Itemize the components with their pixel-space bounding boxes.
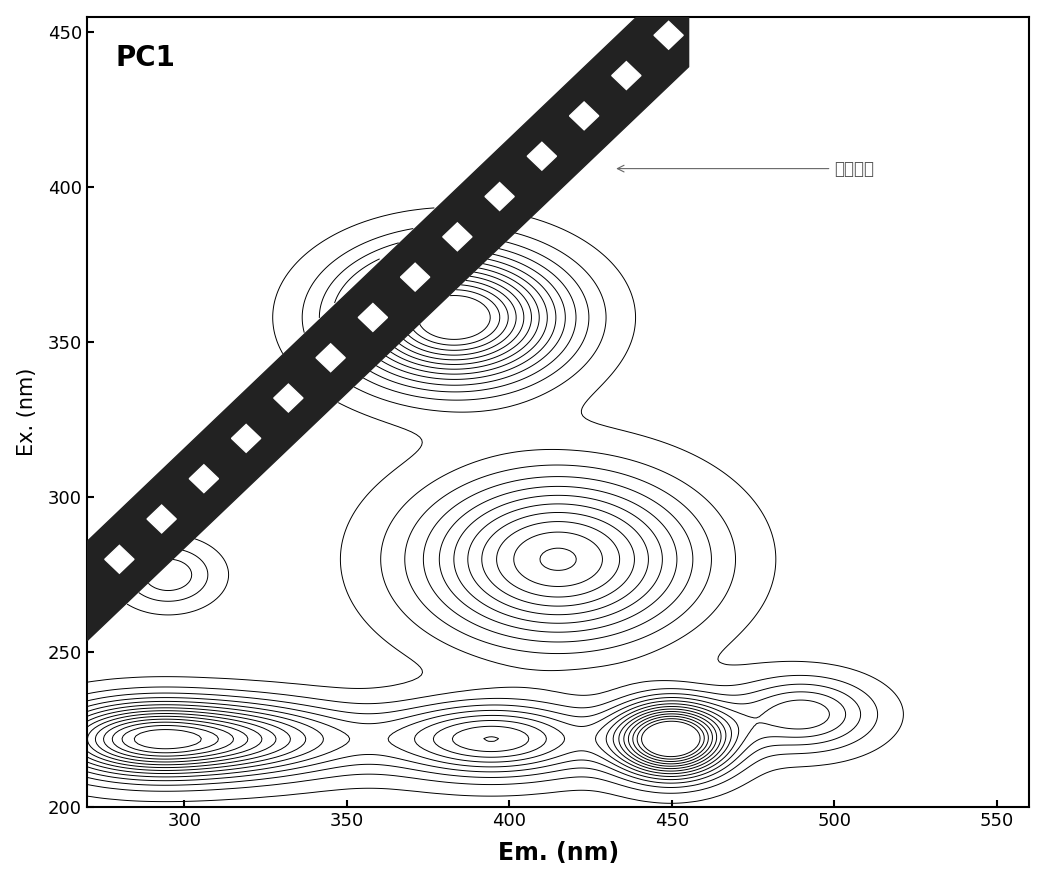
Text: 瑞利散射: 瑞利散射 (617, 160, 874, 177)
Polygon shape (527, 142, 556, 170)
Polygon shape (654, 21, 683, 49)
Polygon shape (274, 384, 303, 412)
Y-axis label: Ex. (nm): Ex. (nm) (17, 368, 37, 456)
Polygon shape (189, 465, 219, 493)
Text: PC1: PC1 (115, 44, 175, 72)
Polygon shape (442, 223, 472, 250)
Polygon shape (569, 102, 598, 130)
X-axis label: Em. (nm): Em. (nm) (498, 841, 618, 865)
Polygon shape (105, 545, 134, 573)
Polygon shape (147, 505, 177, 533)
Polygon shape (485, 183, 515, 211)
Polygon shape (401, 263, 430, 291)
Polygon shape (316, 344, 345, 371)
Polygon shape (231, 424, 260, 452)
Polygon shape (358, 303, 387, 332)
Polygon shape (612, 62, 641, 90)
